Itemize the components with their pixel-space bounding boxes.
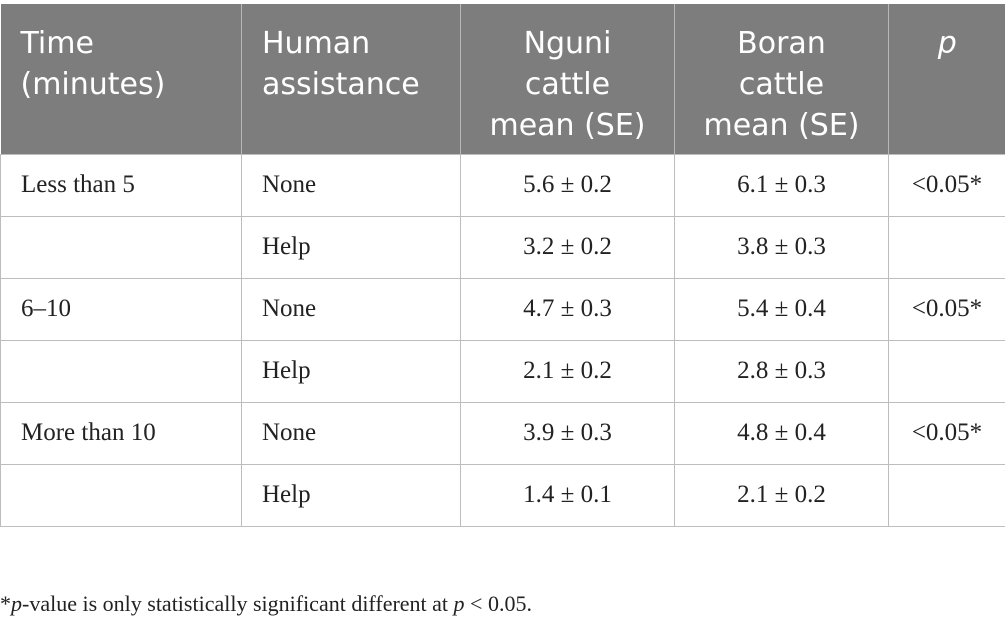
footnote-p: p (11, 591, 22, 616)
cell-boran: 2.1 ± 0.2 (674, 463, 889, 527)
table-header-row: Time (minutes) Human assistance Nguni cattl… (0, 4, 1005, 154)
header-boran-mean: Boran cattle mean (SE) (674, 4, 889, 154)
cell-boran: 2.8 ± 0.3 (674, 339, 889, 403)
cell-assistance: Help (241, 215, 461, 279)
results-table: Time (minutes) Human assistance Nguni cattl… (0, 4, 1005, 527)
cell-p: <0.05* (888, 401, 1005, 465)
footnote-text-b: < 0.05. (464, 591, 532, 616)
header-p-value: p (888, 4, 1005, 154)
table-row: 6–10 None 4.7 ± 0.3 5.4 ± 0.4 <0.05* (0, 277, 1005, 341)
cell-nguni: 4.7 ± 0.3 (460, 277, 675, 341)
cell-time: 6–10 (0, 277, 242, 341)
footnote-text-a: -value is only statistically significant… (22, 591, 454, 616)
cell-nguni: 5.6 ± 0.2 (460, 153, 675, 217)
cell-assistance: None (241, 277, 461, 341)
cell-assistance: None (241, 153, 461, 217)
table-footnote: *p-value is only statistically significa… (0, 591, 532, 617)
cell-nguni: 3.2 ± 0.2 (460, 215, 675, 279)
cell-p (888, 215, 1005, 279)
cell-p (888, 463, 1005, 527)
cell-time: More than 10 (0, 401, 242, 465)
cell-time: Less than 5 (0, 153, 242, 217)
cell-boran: 5.4 ± 0.4 (674, 277, 889, 341)
table-row: Help 1.4 ± 0.1 2.1 ± 0.2 (0, 463, 1005, 527)
cell-p (888, 339, 1005, 403)
cell-assistance: Help (241, 339, 461, 403)
footnote-star: * (0, 591, 11, 616)
table-row: Less than 5 None 5.6 ± 0.2 6.1 ± 0.3 <0.… (0, 153, 1005, 217)
cell-nguni: 1.4 ± 0.1 (460, 463, 675, 527)
table-row: Help 2.1 ± 0.2 2.8 ± 0.3 (0, 339, 1005, 403)
header-nguni-mean: Nguni cattle mean (SE) (460, 4, 675, 154)
cell-p: <0.05* (888, 153, 1005, 217)
cell-boran: 3.8 ± 0.3 (674, 215, 889, 279)
cell-boran: 6.1 ± 0.3 (674, 153, 889, 217)
cell-assistance: Help (241, 463, 461, 527)
cell-assistance: None (241, 401, 461, 465)
footnote-p-2: p (453, 591, 465, 616)
cell-nguni: 2.1 ± 0.2 (460, 339, 675, 403)
table-row: More than 10 None 3.9 ± 0.3 4.8 ± 0.4 <0… (0, 401, 1005, 465)
cell-boran: 4.8 ± 0.4 (674, 401, 889, 465)
header-human-assistance: Human assistance (241, 4, 461, 154)
cell-nguni: 3.9 ± 0.3 (460, 401, 675, 465)
table-row: Help 3.2 ± 0.2 3.8 ± 0.3 (0, 215, 1005, 279)
cell-time (0, 215, 242, 279)
cell-time (0, 463, 242, 527)
cell-p: <0.05* (888, 277, 1005, 341)
cell-time (0, 339, 242, 403)
header-time: Time (minutes) (0, 4, 242, 154)
